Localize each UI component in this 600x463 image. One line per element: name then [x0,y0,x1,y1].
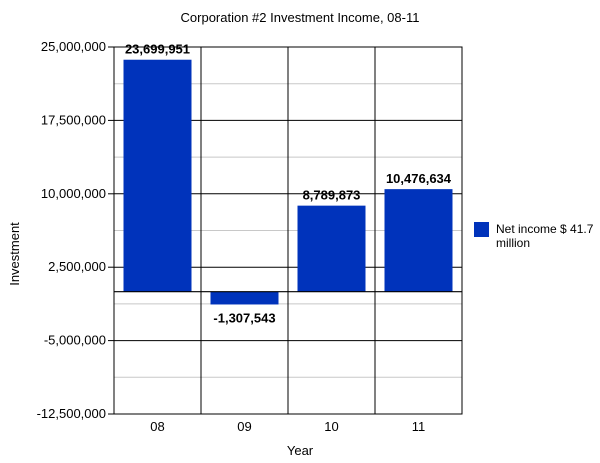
y-tick-label: 25,000,000 [41,39,106,54]
y-tick-label: 17,500,000 [41,112,106,127]
x-tick-label: 10 [324,419,338,434]
y-tick-label: 2,500,000 [48,259,106,274]
bar-09 [210,291,279,305]
bar-10 [297,205,366,292]
data-label-08: 23,699,951 [125,42,190,57]
y-axis-title: Investment [7,222,22,286]
plot-frame [113,46,463,415]
data-label-10: 8,789,873 [303,188,361,203]
x-axis-title: Year [287,443,314,458]
legend-swatch [474,222,489,237]
bar-11 [384,189,453,292]
y-tick-label: -5,000,000 [44,333,106,348]
x-tick-label: 08 [150,419,164,434]
data-label-09: -1,307,543 [213,310,275,325]
data-label-11: 10,476,634 [386,171,452,186]
chart-title: Corporation #2 Investment Income, 08-11 [180,10,420,25]
x-tick-label: 11 [412,419,426,434]
y-tick-label: -12,500,000 [37,406,106,421]
y-tick-label: 10,000,000 [41,186,106,201]
legend-label: Net income $ 41.7 million [496,222,594,250]
bar-08 [123,59,192,292]
x-tick-label: 09 [237,419,251,434]
